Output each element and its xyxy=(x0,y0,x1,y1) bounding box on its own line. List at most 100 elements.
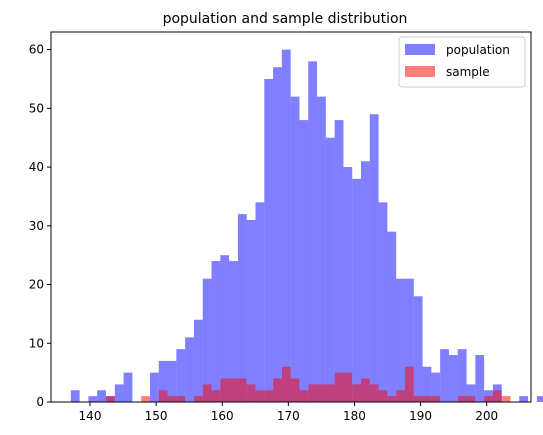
bar-sample-26 xyxy=(299,390,309,402)
bar-population-41 xyxy=(431,372,441,402)
bar-population-38 xyxy=(404,278,414,402)
x-tick-label-140: 140 xyxy=(79,409,102,423)
bar-sample-4 xyxy=(106,396,115,402)
bar-population-17 xyxy=(220,255,230,402)
bar-population-45 xyxy=(466,384,476,402)
bar-sample-23 xyxy=(273,378,282,402)
bar-population-40 xyxy=(422,366,432,402)
bar-sample-16 xyxy=(211,390,221,402)
bar-sample-49 xyxy=(501,396,511,402)
bar-population-22 xyxy=(264,78,274,402)
x-tick-label-200: 200 xyxy=(475,409,498,423)
bar-sample-36 xyxy=(387,396,397,402)
bar-population-11 xyxy=(167,360,177,402)
bar-sample-11 xyxy=(167,396,177,402)
bar-population-3 xyxy=(97,390,107,402)
bar-population-12 xyxy=(176,349,186,402)
bar-sample-25 xyxy=(290,378,300,402)
bar-population-5 xyxy=(114,384,124,402)
bar-sample-18 xyxy=(229,378,238,402)
bar-sample-29 xyxy=(325,384,335,402)
bar-sample-12 xyxy=(176,396,186,402)
bar-sample-34 xyxy=(369,384,379,402)
x-tick-label-180: 180 xyxy=(343,409,366,423)
bar-sample-19 xyxy=(237,378,247,402)
bar-sample-21 xyxy=(255,390,265,402)
bar-sample-45 xyxy=(466,396,476,402)
y-tick-label-60: 60 xyxy=(29,43,44,57)
bar-sample-32 xyxy=(352,384,362,402)
bar-sample-40 xyxy=(422,396,432,402)
bar-population-14 xyxy=(193,319,203,402)
y-tick-label-20: 20 xyxy=(29,278,44,292)
bar-population-20 xyxy=(246,219,256,402)
x-tick-label-150: 150 xyxy=(145,409,168,423)
bar-population-53 xyxy=(536,396,543,402)
x-tick-label-190: 190 xyxy=(409,409,432,423)
bar-sample-41 xyxy=(431,396,441,402)
bar-sample-31 xyxy=(343,372,353,402)
bar-population-37 xyxy=(396,278,405,402)
bars-group xyxy=(70,49,543,402)
bar-population-31 xyxy=(343,167,353,402)
y-tick-label-30: 30 xyxy=(29,219,44,233)
bar-population-24 xyxy=(281,49,291,402)
bar-sample-14 xyxy=(193,396,203,402)
bar-population-9 xyxy=(149,372,159,402)
bar-population-36 xyxy=(387,231,397,402)
bar-sample-15 xyxy=(202,384,212,402)
y-tick-label-10: 10 xyxy=(29,336,44,350)
bar-population-39 xyxy=(413,296,423,402)
bar-population-34 xyxy=(369,114,379,402)
bar-sample-24 xyxy=(281,366,291,402)
bar-population-35 xyxy=(378,202,388,402)
chart-title: population and sample distribution xyxy=(163,11,408,27)
bar-sample-8 xyxy=(141,396,150,402)
bar-population-19 xyxy=(237,214,247,402)
bar-sample-20 xyxy=(246,384,256,402)
legend-swatch-sample xyxy=(405,66,435,77)
bar-population-0 xyxy=(70,390,80,402)
bar-population-18 xyxy=(229,261,238,402)
legend-swatch-population xyxy=(405,44,435,55)
bar-population-32 xyxy=(352,178,362,402)
bar-population-16 xyxy=(211,261,221,402)
y-tick-label-50: 50 xyxy=(29,101,44,115)
bar-sample-48 xyxy=(492,390,502,402)
legend-label-sample: sample xyxy=(446,65,490,79)
bar-sample-10 xyxy=(158,390,168,402)
bar-sample-39 xyxy=(413,396,423,402)
bar-population-23 xyxy=(273,67,282,402)
bar-population-21 xyxy=(255,202,265,402)
bar-sample-47 xyxy=(484,396,493,402)
bar-population-6 xyxy=(123,372,133,402)
bar-population-46 xyxy=(475,355,485,402)
bar-sample-33 xyxy=(361,378,370,402)
y-tick-label-40: 40 xyxy=(29,160,44,174)
bar-population-25 xyxy=(290,96,300,402)
bar-population-28 xyxy=(317,96,326,402)
bar-sample-30 xyxy=(334,372,344,402)
bar-population-10 xyxy=(158,360,168,402)
axes-group: 140 150 160 170 180 190 200 0 10 20 30 40 50 60 xyxy=(29,31,532,423)
bar-population-42 xyxy=(440,349,449,402)
legend: population sample xyxy=(398,36,526,88)
bar-population-29 xyxy=(325,137,335,402)
bar-sample-35 xyxy=(378,390,388,402)
x-tick-label-170: 170 xyxy=(277,409,300,423)
bar-sample-28 xyxy=(317,384,326,402)
bar-sample-27 xyxy=(308,384,318,402)
bar-population-26 xyxy=(299,120,309,402)
bar-population-13 xyxy=(185,337,194,402)
legend-label-population: population xyxy=(446,43,510,57)
bar-population-51 xyxy=(519,396,529,402)
bar-sample-22 xyxy=(264,390,274,402)
plot-frame xyxy=(50,31,532,403)
bar-population-30 xyxy=(334,120,344,402)
bar-sample-38 xyxy=(404,366,414,402)
y-tick-label-0: 0 xyxy=(36,395,44,409)
bar-population-15 xyxy=(202,278,212,402)
bar-population-33 xyxy=(361,161,370,402)
bar-population-44 xyxy=(457,349,467,402)
